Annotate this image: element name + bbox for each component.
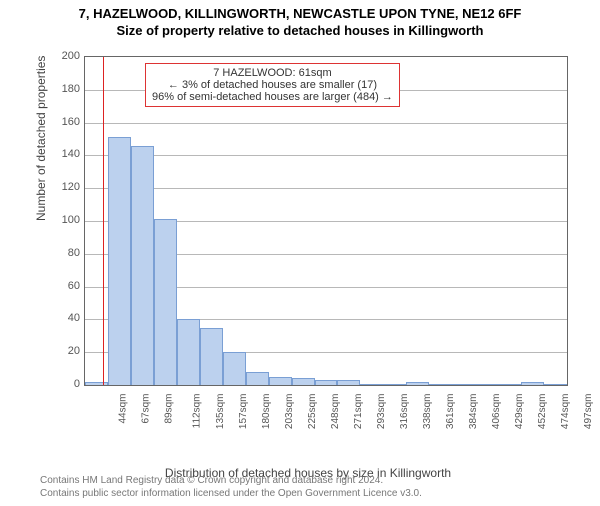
histogram-bar [131,146,154,385]
histogram-bar [85,382,108,385]
page-title-line2: Size of property relative to detached ho… [0,23,600,38]
gridline [85,155,567,156]
histogram-bar [269,377,292,385]
x-tick-label: 203sqm [284,394,295,430]
y-tick-label: 120 [48,181,80,193]
histogram-bar [521,382,544,385]
histogram-bar [177,319,200,385]
y-tick-label: 40 [48,312,80,324]
x-tick-label: 338sqm [422,394,433,430]
histogram-bar [360,384,383,385]
histogram-bar [315,380,338,385]
histogram-bar [108,137,131,385]
y-tick-label: 180 [48,83,80,95]
y-tick-label: 100 [48,214,80,226]
x-tick-label: 44sqm [118,394,129,424]
gridline [85,123,567,124]
x-tick-label: 112sqm [192,394,203,429]
x-tick-label: 248sqm [330,394,341,430]
x-tick-label: 384sqm [468,394,479,430]
histogram-bar [406,382,429,385]
y-tick-label: 60 [48,280,80,292]
histogram-bar [383,384,406,385]
x-tick-label: 474sqm [560,394,571,430]
x-tick-label: 180sqm [261,394,272,430]
histogram-bar [246,372,269,385]
y-tick-label: 80 [48,247,80,259]
y-tick-label: 0 [48,378,80,390]
attribution: Contains HM Land Registry data © Crown c… [40,474,422,500]
y-axis-label: Number of detached properties [34,56,48,221]
histogram-bar [429,384,452,385]
histogram-bar [154,219,177,385]
x-tick-label: 67sqm [141,394,152,424]
chart-container: Number of detached properties 7 HAZELWOO… [48,56,568,416]
x-tick-label: 135sqm [215,394,226,430]
x-tick-label: 293sqm [376,394,387,430]
page-title-line1: 7, HAZELWOOD, KILLINGWORTH, NEWCASTLE UP… [0,6,600,21]
x-tick-label: 316sqm [399,394,410,430]
histogram-bar [544,384,567,385]
x-tick-label: 406sqm [491,394,502,430]
gridline [85,188,567,189]
histogram-bar [200,328,223,385]
y-tick-label: 160 [48,116,80,128]
x-tick-label: 497sqm [583,394,594,430]
x-tick-label: 157sqm [238,394,249,430]
histogram-bar [475,384,498,385]
annotation-line2: ← 3% of detached houses are smaller (17) [152,79,393,91]
annotation-box: 7 HAZELWOOD: 61sqm ← 3% of detached hous… [145,63,400,107]
x-tick-label: 361sqm [445,394,456,430]
histogram-bar [292,378,315,385]
histogram-bar [498,384,521,385]
x-tick-label: 429sqm [514,394,525,430]
property-marker-line [103,57,104,385]
plot-area: 7 HAZELWOOD: 61sqm ← 3% of detached hous… [84,56,568,386]
annotation-line1: 7 HAZELWOOD: 61sqm [152,67,393,79]
histogram-bar [337,380,360,385]
x-tick-label: 225sqm [307,394,318,430]
annotation-line3: 96% of semi-detached houses are larger (… [152,91,393,103]
x-tick-label: 452sqm [537,394,548,430]
y-tick-label: 200 [48,50,80,62]
x-tick-label: 271sqm [353,394,364,430]
x-tick-label: 89sqm [164,394,175,424]
y-tick-label: 140 [48,148,80,160]
histogram-bar [223,352,246,385]
attribution-line1: Contains HM Land Registry data © Crown c… [40,474,422,487]
y-tick-label: 20 [48,345,80,357]
attribution-line2: Contains public sector information licen… [40,487,422,500]
histogram-bar [452,384,475,385]
